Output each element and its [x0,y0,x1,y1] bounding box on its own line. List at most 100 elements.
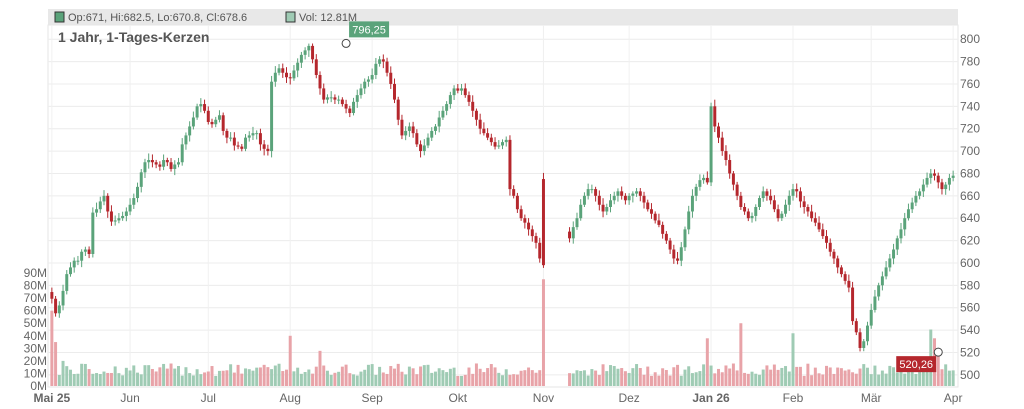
candle-body [482,128,486,134]
volume-bar [456,375,460,386]
volume-bar [575,370,579,386]
volume-bar [627,372,631,386]
volume-bar [713,373,717,386]
volume-bar [538,370,542,386]
price-tick-label: 600 [960,256,980,270]
volume-bar [281,371,285,386]
candle-body [370,74,374,80]
grid [48,25,958,387]
candle-body [98,201,102,210]
volume-bar [374,374,378,386]
candle-body [303,50,307,55]
candle-body [802,201,806,207]
candle-body [337,99,341,101]
volume-bar [508,374,512,386]
volume-bar [180,375,184,386]
annotation-label: 520,26 [899,359,933,371]
volume-bar [299,373,303,386]
volume-bar [285,369,288,386]
volume-bar [899,363,903,386]
volume-bar [65,366,69,386]
ohlc-legend-label: Op:671, Hi:682.5, Lo:670.8, Cl:678.6 [68,12,247,24]
candle-body [612,195,616,201]
volume-bar [229,364,233,386]
volume-bar [642,374,646,386]
candle-body [266,148,270,152]
candle-body [769,195,773,201]
price-tick-label: 660 [960,189,980,203]
x-tick-label: Sep [361,391,383,405]
volume-bar [419,366,423,386]
candle-body [474,110,478,120]
candle-body [821,229,825,237]
volume-bar [344,364,348,386]
candle-body [501,142,504,146]
price-tick-label: 780 [960,55,980,69]
candle-body [136,186,140,199]
volume-bar [147,365,151,386]
volume-bar [776,369,780,386]
candle-body [478,119,482,129]
candle-body [124,211,128,216]
candle-body [597,195,601,205]
volume-bar [892,367,896,386]
candle-body [493,142,497,147]
volume-bar [798,366,802,386]
candle-body [914,195,918,203]
volume-bar [888,365,892,386]
volume-bar [523,370,527,386]
candle-body [407,126,411,131]
candle-body [772,200,776,210]
volume-bar [396,363,400,386]
volume-bar [772,364,776,386]
candle-body [661,224,665,234]
volume-bar [106,372,110,386]
candle-body [873,296,877,310]
volume-bar [113,366,117,386]
candle-body [646,202,650,210]
candle-body [72,260,76,268]
candle-body [288,77,292,79]
volume-bar [601,364,605,386]
candle-body [244,137,248,149]
candle-body [594,189,598,196]
candle-body [735,184,739,196]
candle-body [296,62,300,71]
volume-bar [880,370,884,386]
volume-bar [582,370,586,386]
volume-bar [378,366,382,386]
price-tick-label: 580 [960,278,980,292]
candle-body [512,189,516,196]
candle-body [165,160,169,163]
volume-bar [426,364,430,386]
annotation-marker [341,38,351,48]
volume-bar [411,368,415,386]
volume-bar [616,368,620,386]
candle-body [951,175,955,178]
candle-body [106,195,110,212]
candle-body [489,137,493,143]
volume-bar [620,368,624,386]
price-tick-label: 700 [960,144,980,158]
volume-bar [843,370,847,386]
volume-bar [136,372,140,386]
candle-body [203,104,207,111]
volume-bar [869,374,873,386]
volume-bar [657,375,661,386]
candle-body [378,59,382,64]
candle-body [575,218,579,228]
volume-bar [802,375,806,386]
price-tick-label: 680 [960,166,980,180]
candle-body [806,207,810,212]
candle-body [687,211,691,230]
candle-body [605,207,609,212]
volume-bar [661,368,665,386]
candle-body [918,191,922,196]
candle-body [236,145,240,147]
volume-bar [854,373,858,386]
volume-bar [437,368,441,386]
candle-body [791,189,795,196]
candle-body [359,88,363,96]
